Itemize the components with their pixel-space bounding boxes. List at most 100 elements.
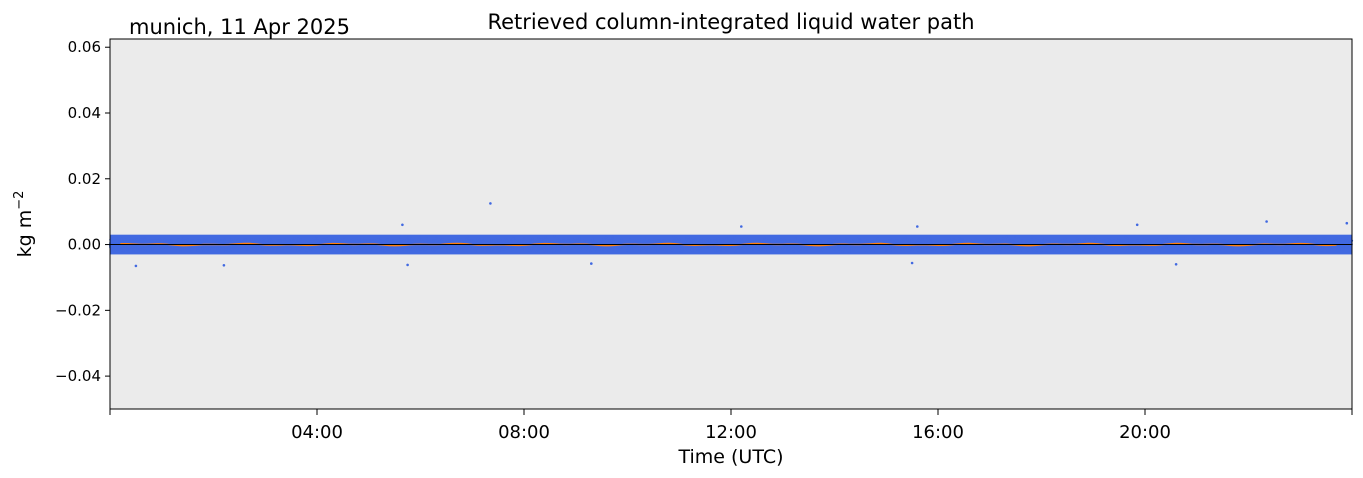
scatter-point	[1091, 247, 1094, 250]
scatter-point	[687, 236, 690, 239]
scatter-point	[1134, 248, 1137, 251]
scatter-point	[522, 238, 526, 241]
scatter-point	[149, 249, 152, 252]
scatter-point	[790, 249, 793, 252]
scatter-point	[1115, 248, 1118, 251]
scatter-point	[1028, 247, 1031, 250]
scatter-point	[158, 247, 161, 250]
scatter-point	[223, 240, 226, 243]
scatter-point	[929, 237, 932, 240]
scatter-point	[254, 249, 257, 252]
scatter-point	[117, 247, 120, 251]
scatter-point	[810, 238, 813, 242]
scatter-point	[821, 248, 824, 252]
scatter-point	[224, 250, 227, 253]
scatter-point	[912, 242, 915, 245]
scatter-point	[227, 249, 230, 252]
scatter-point	[1116, 246, 1119, 249]
scatter-point	[562, 237, 565, 240]
scatter-point	[314, 237, 317, 240]
scatter-point	[1046, 240, 1049, 243]
scatter-point	[1284, 248, 1287, 251]
scatter-point	[679, 249, 682, 252]
scatter-point	[694, 238, 697, 241]
scatter-point	[187, 247, 190, 250]
scatter-point	[901, 249, 904, 252]
scatter-point	[953, 247, 957, 250]
scatter-point	[444, 246, 447, 249]
scatter-point	[190, 250, 193, 253]
scatter-point	[1324, 237, 1327, 240]
scatter-point	[695, 247, 698, 250]
scatter-point	[1266, 238, 1269, 241]
scatter-point	[272, 247, 275, 250]
scatter-point	[417, 238, 421, 241]
scatter-point	[1062, 246, 1066, 249]
scatter-point	[1021, 239, 1024, 242]
scatter-point	[509, 237, 512, 240]
scatter-point	[346, 238, 349, 241]
scatter-point	[180, 240, 183, 243]
scatter-point	[816, 247, 819, 250]
scatter-point	[1213, 247, 1216, 251]
scatter-point	[328, 248, 331, 251]
scatter-point	[1081, 241, 1084, 244]
scatter-point	[472, 239, 475, 242]
scatter-point	[1058, 238, 1061, 241]
scatter-point	[414, 246, 417, 249]
scatter-point	[194, 241, 197, 244]
scatter-point	[782, 246, 785, 249]
scatter-point	[236, 247, 239, 250]
scatter-point	[1228, 239, 1231, 242]
scatter-point	[998, 239, 1001, 242]
scatter-point	[234, 237, 237, 240]
scatter-point	[1109, 247, 1112, 250]
scatter-point	[1097, 248, 1100, 251]
scatter-point	[492, 248, 495, 251]
scatter-point	[984, 239, 987, 242]
scatter-point	[855, 247, 858, 250]
scatter-point	[1118, 239, 1121, 242]
scatter-point	[742, 237, 745, 241]
scatter-point	[1045, 249, 1048, 252]
scatter-point	[668, 245, 671, 248]
scatter-point	[904, 236, 908, 239]
scatter-point	[1059, 249, 1062, 252]
scatter-point	[958, 235, 961, 238]
scatter-point	[892, 246, 896, 249]
scatter-point	[223, 239, 226, 242]
scatter-point	[221, 241, 224, 244]
scatter-point	[1092, 237, 1095, 240]
scatter-point	[242, 240, 245, 243]
scatter-point	[922, 241, 925, 244]
scatter-point	[427, 247, 430, 250]
scatter-point	[629, 238, 632, 241]
scatter-point	[481, 248, 485, 251]
scatter-point	[1146, 245, 1149, 248]
scatter-point	[811, 246, 815, 249]
scatter-point	[795, 247, 799, 250]
scatter-point	[1292, 247, 1295, 250]
scatter-point	[847, 249, 850, 252]
scatter-point	[1150, 246, 1153, 250]
scatter-point	[288, 247, 291, 250]
scatter-point	[325, 237, 328, 240]
scatter-point	[297, 239, 300, 242]
scatter-point	[822, 240, 825, 244]
scatter-point	[296, 248, 299, 251]
scatter-point	[846, 238, 849, 241]
scatter-point	[735, 247, 738, 250]
scatter-point	[801, 248, 804, 252]
scatter-point	[740, 247, 744, 250]
scatter-point	[290, 246, 293, 249]
scatter-point	[1270, 240, 1273, 243]
scatter-point	[1124, 236, 1127, 239]
plot-background	[110, 39, 1352, 409]
scatter-point	[947, 249, 950, 252]
scatter-point	[386, 238, 389, 241]
scatter-point	[466, 235, 469, 238]
scatter-point	[1217, 237, 1220, 240]
scatter-point	[1078, 249, 1081, 252]
scatter-point	[526, 240, 529, 243]
scatter-point	[473, 247, 476, 250]
